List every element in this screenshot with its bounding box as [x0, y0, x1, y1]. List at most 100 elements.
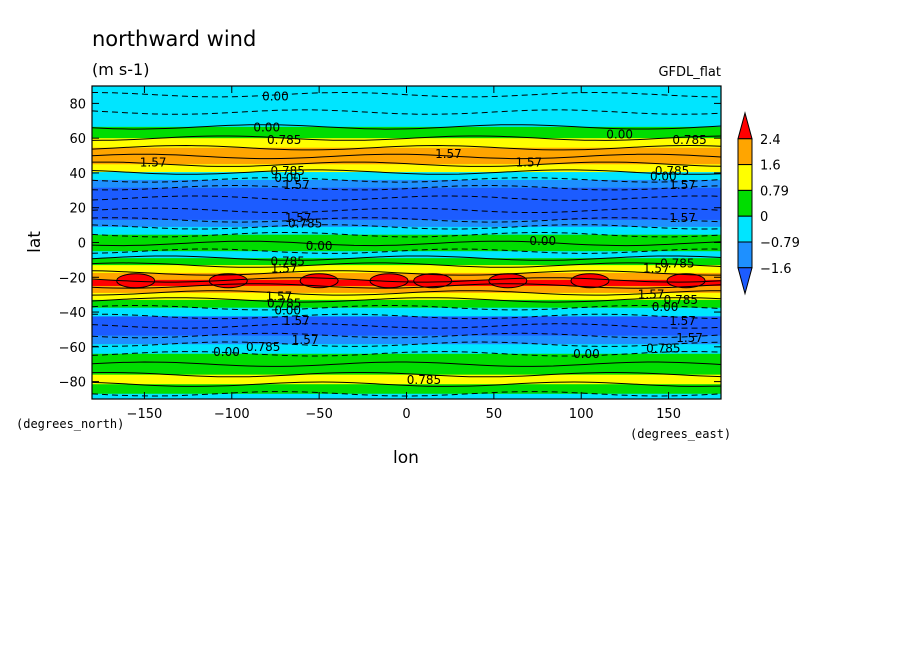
- colorbar-label: 2.4: [760, 133, 781, 148]
- band-lat--15: [92, 265, 721, 274]
- contour-line: [92, 207, 721, 213]
- band-lat-29: [92, 187, 721, 199]
- contour-line: [92, 224, 721, 230]
- contour-line: [92, 262, 721, 268]
- band-lat-38: [92, 172, 721, 181]
- band-lat--40: [92, 307, 721, 318]
- chart-units: (m s-1): [92, 60, 149, 79]
- contour-line: [92, 290, 721, 296]
- y-units-label: (degrees_north): [16, 417, 124, 431]
- x-tick-label: −100: [214, 407, 250, 422]
- contour-labels: 0.000.000.785 0.00 0.7851.571.571.570.7850…: [140, 89, 707, 386]
- contour-line: [92, 297, 721, 303]
- contour-label: 0.785: [271, 255, 305, 269]
- band-lat-34: [92, 179, 721, 189]
- band-lat--7: [92, 251, 721, 259]
- contour-line: [92, 184, 721, 191]
- contour-label: 1.57: [283, 178, 310, 192]
- contour-line: [92, 313, 721, 320]
- band-lat--56: [92, 335, 721, 345]
- colorbar-swatch: [737, 164, 753, 191]
- contour-label: 0.785: [407, 373, 441, 387]
- y-tick-label: −60: [59, 341, 86, 356]
- band-lat--73: [92, 364, 721, 376]
- contour-label: 0.00: [262, 89, 289, 103]
- contour-line: [92, 248, 721, 254]
- band-lat--79: [92, 374, 721, 385]
- contour-line: [92, 232, 721, 238]
- contour-label: 1.57: [676, 331, 703, 345]
- contour-line: [92, 135, 721, 141]
- band-lat-70: [92, 112, 721, 128]
- y-axis-label: lat: [25, 231, 45, 253]
- contour-label: 0.00: [274, 171, 301, 185]
- max-cell: [666, 273, 706, 289]
- contour-line: [92, 323, 721, 329]
- y-tick-label: −20: [59, 271, 86, 286]
- x-tick-label: −50: [305, 407, 332, 422]
- contour-line: [92, 153, 721, 160]
- contour-label: 1.57: [669, 314, 696, 328]
- contour-label: 0.785: [246, 340, 280, 354]
- contour-label: 0.00: [529, 234, 556, 248]
- contour-line: [92, 372, 721, 378]
- y-axis: −80 −60 −40 −20 0 20 40 60 80: [59, 97, 721, 391]
- band-lat--35: [92, 299, 721, 309]
- contour-line: [92, 341, 721, 347]
- contour-label: 1.57: [285, 211, 312, 225]
- band-lat--61: [92, 344, 721, 355]
- band-lat--20: [92, 272, 721, 281]
- x-axis-label: lon: [393, 448, 419, 468]
- band-lat-7: [92, 226, 721, 236]
- band-lat-80: [92, 94, 721, 113]
- contour-label: 1.57: [140, 156, 167, 170]
- contour-label: 0.00: [650, 169, 677, 183]
- y-tick-label: 20: [69, 202, 86, 217]
- x-tick-label: 50: [486, 407, 503, 422]
- contour-label: 0.00: [306, 239, 333, 253]
- band-lat-43: [92, 164, 721, 173]
- colorbar-label: −0.79: [760, 236, 800, 251]
- contour-line: [92, 124, 721, 130]
- contour-line: [92, 332, 721, 339]
- contour-label: 0.785: [267, 133, 301, 147]
- contour-line: [92, 361, 721, 367]
- band-lat-22: [92, 198, 721, 211]
- max-cell: [299, 273, 339, 289]
- contour-label: 0.785: [646, 342, 680, 356]
- contour-line: [92, 283, 721, 289]
- contour-label: 0.785: [267, 296, 301, 310]
- contour-label: 0.00: [274, 303, 301, 317]
- band-lat-11: [92, 219, 721, 228]
- contour-line: [92, 277, 721, 283]
- band-lat--31: [92, 292, 721, 301]
- contour-label: 0.785: [672, 133, 706, 147]
- colorbar-swatch: [737, 241, 753, 269]
- contour-label: 1.57: [638, 288, 665, 302]
- colorbar-swatch: [737, 215, 753, 243]
- contour-label: 1.57: [292, 333, 319, 347]
- contour-label: 0.785: [660, 256, 694, 270]
- band-lat--11: [92, 258, 721, 266]
- chart-title: northward wind: [92, 27, 256, 51]
- x-tick-label: 150: [656, 407, 681, 422]
- band-lat--27: [92, 285, 721, 294]
- x-tick-label: 0: [402, 407, 410, 422]
- contour-label: 0.00: [253, 121, 280, 135]
- contour-line: [92, 351, 721, 357]
- contour-label: 0.785: [655, 164, 689, 178]
- colorbar-min-arrow: [737, 267, 753, 296]
- band-lat-2: [92, 234, 721, 244]
- colorbar-label: 0: [760, 210, 768, 225]
- y-tick-label: −80: [59, 376, 86, 391]
- contour-line: [92, 169, 721, 175]
- contour-lines: [92, 91, 721, 397]
- band-lat-52: [92, 147, 721, 158]
- colorbar-swatch: [737, 138, 753, 166]
- colorbar-label: 0.79: [760, 184, 789, 199]
- band-lat-57: [92, 138, 721, 149]
- contour-line: [92, 109, 721, 115]
- band-lat-47: [92, 156, 721, 165]
- contour-label: 0.785: [271, 164, 305, 178]
